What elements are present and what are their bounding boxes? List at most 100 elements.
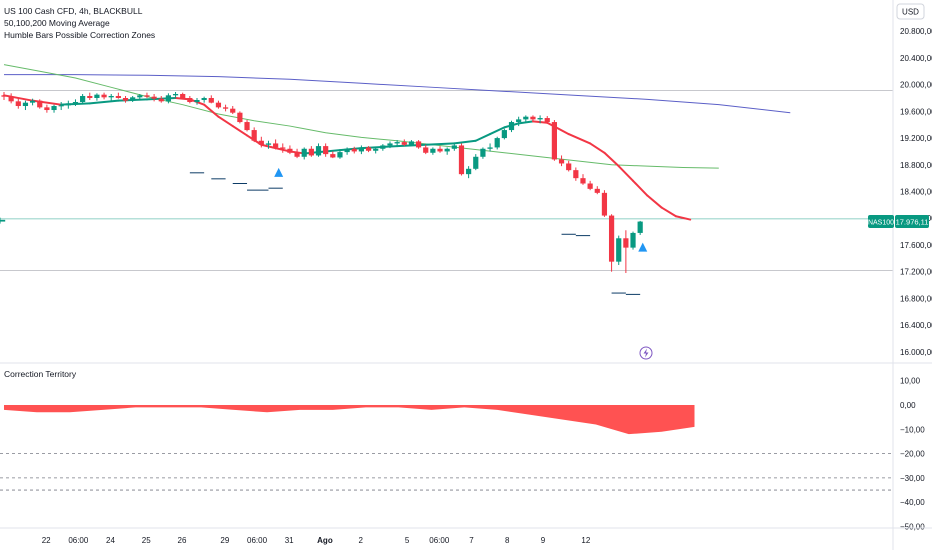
candle-body[interactable]: [180, 93, 186, 98]
candle-body[interactable]: [616, 238, 622, 262]
candle-body[interactable]: [94, 94, 100, 98]
candle-body[interactable]: [523, 116, 529, 120]
time-axis-label[interactable]: 06:00: [429, 536, 450, 545]
candle-body[interactable]: [308, 148, 314, 156]
candle-body[interactable]: [44, 107, 50, 111]
candle-body[interactable]: [187, 98, 193, 103]
sub-axis-label[interactable]: −10,00: [900, 425, 925, 434]
candle-body[interactable]: [208, 98, 214, 103]
ma50-segment[interactable]: [603, 151, 620, 168]
currency-button[interactable]: USD: [896, 3, 925, 20]
price-axis-label[interactable]: 16.400,00: [900, 321, 932, 330]
candle-body[interactable]: [623, 238, 629, 248]
indicator-humble-label[interactable]: Humble Bars Possible Correction Zones: [4, 30, 155, 40]
marker-triangle-icon[interactable]: [274, 167, 284, 177]
price-axis-label[interactable]: 17.600,00: [900, 241, 932, 250]
time-axis-label[interactable]: 2: [358, 536, 363, 545]
correction-area[interactable]: [4, 405, 695, 435]
candle-body[interactable]: [451, 145, 457, 149]
candle-body[interactable]: [22, 102, 29, 107]
ma50-segment[interactable]: [424, 142, 456, 146]
candle-body[interactable]: [237, 112, 243, 123]
candle-body[interactable]: [437, 148, 443, 152]
candle-body[interactable]: [637, 221, 643, 233]
time-axis-label[interactable]: 06:00: [247, 536, 268, 545]
candle-body[interactable]: [37, 100, 43, 108]
ma50-segment[interactable]: [617, 165, 635, 182]
candle-body[interactable]: [280, 147, 286, 149]
candle-body[interactable]: [172, 93, 179, 96]
ma200-line[interactable]: [4, 74, 791, 114]
candle-body[interactable]: [551, 122, 557, 160]
candle-body[interactable]: [315, 146, 322, 156]
candle-body[interactable]: [294, 152, 300, 157]
candle-body[interactable]: [158, 98, 164, 102]
ma50-segment[interactable]: [453, 139, 477, 145]
candle-body[interactable]: [630, 232, 636, 248]
price-axis-label[interactable]: 18.800,00: [900, 161, 932, 170]
ma50-segment[interactable]: [489, 126, 506, 136]
candle-body[interactable]: [466, 168, 472, 175]
candle-body[interactable]: [573, 170, 579, 179]
indicator-ma-label[interactable]: 50,100,200 Moving Average: [4, 18, 110, 28]
candle-body[interactable]: [587, 183, 593, 189]
candle-body[interactable]: [80, 95, 86, 103]
time-axis-label[interactable]: 22: [42, 536, 51, 545]
time-axis-label[interactable]: 8: [505, 536, 510, 545]
time-axis-label[interactable]: 29: [220, 536, 229, 545]
candle-body[interactable]: [423, 147, 429, 153]
candle-body[interactable]: [537, 118, 543, 120]
time-axis-label[interactable]: 25: [142, 536, 151, 545]
price-axis-label[interactable]: 17.200,00: [900, 268, 932, 277]
ma50-segment[interactable]: [567, 133, 592, 145]
ma50-segment[interactable]: [632, 179, 649, 197]
price-axis-label[interactable]: 19.200,00: [900, 134, 932, 143]
candle-body[interactable]: [608, 215, 615, 262]
sub-axis-label[interactable]: −50,00: [900, 523, 925, 532]
ma50-segment[interactable]: [646, 194, 663, 209]
candle-body[interactable]: [380, 145, 386, 149]
ma50-segment[interactable]: [474, 133, 492, 142]
sub-axis-label[interactable]: −20,00: [900, 450, 925, 459]
candle-body[interactable]: [201, 98, 207, 101]
candle-body[interactable]: [415, 141, 422, 148]
time-axis-label[interactable]: 9: [541, 536, 546, 545]
candle-body[interactable]: [115, 95, 121, 98]
candle-body[interactable]: [137, 95, 143, 98]
ma50-segment[interactable]: [203, 103, 220, 118]
sub-pane[interactable]: [0, 405, 893, 491]
candle-body[interactable]: [387, 143, 393, 146]
ma50-segment[interactable]: [217, 115, 234, 128]
time-axis[interactable]: 22 06:00 24 25 26 29 06:00 31 Ago 2 5 06:00 7 8 9 12: [42, 536, 591, 545]
main-pane[interactable]: [0, 64, 893, 295]
candle-body[interactable]: [458, 145, 465, 175]
candle-body[interactable]: [566, 163, 572, 171]
sub-axis-label[interactable]: 0,00: [900, 401, 916, 410]
candle-body[interactable]: [230, 108, 236, 113]
price-axis-label[interactable]: 16.000,00: [900, 348, 932, 357]
candle-body[interactable]: [29, 100, 36, 103]
candle-body[interactable]: [394, 142, 400, 144]
time-axis-label[interactable]: 7: [469, 536, 474, 545]
lightning-icon[interactable]: [639, 346, 653, 360]
ma50-segment[interactable]: [660, 206, 677, 218]
candle-body[interactable]: [151, 96, 157, 99]
time-axis-label[interactable]: 06:00: [68, 536, 89, 545]
ma50-segment[interactable]: [231, 125, 249, 137]
ma50-segment[interactable]: [674, 215, 692, 221]
candle-body[interactable]: [444, 148, 450, 152]
sub-axis-label[interactable]: −30,00: [900, 474, 925, 483]
ma50-segment[interactable]: [338, 147, 363, 152]
marker-triangle-icon[interactable]: [638, 242, 648, 252]
ma50-segment[interactable]: [589, 142, 606, 154]
sub-axis-label[interactable]: −40,00: [900, 498, 925, 507]
candle-body[interactable]: [287, 148, 293, 153]
candle-body[interactable]: [401, 142, 407, 145]
candle-body[interactable]: [344, 148, 350, 153]
time-axis-label[interactable]: 24: [106, 536, 115, 545]
candle-body[interactable]: [273, 143, 279, 148]
candle-body[interactable]: [365, 147, 372, 151]
candle-body[interactable]: [265, 143, 272, 145]
time-axis-label[interactable]: 26: [178, 536, 187, 545]
